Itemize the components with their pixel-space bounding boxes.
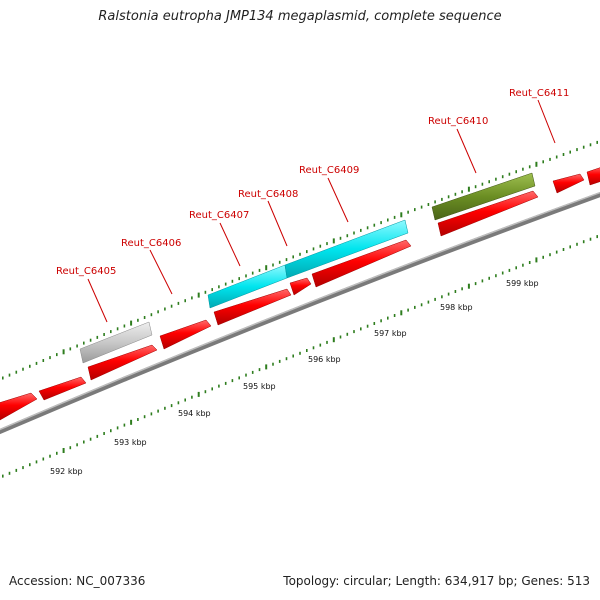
leader-line	[149, 249, 173, 295]
lower-tick-track	[1, 235, 599, 478]
scale-label-599: 599 kbp	[506, 279, 539, 288]
leader-line	[537, 99, 556, 144]
leader-line	[327, 177, 349, 223]
leader-line	[456, 128, 477, 174]
feature-bar-olive[interactable]	[431, 172, 536, 221]
cds-track	[0, 166, 600, 421]
feature-bar-gray[interactable]	[79, 321, 153, 364]
cds-arrow[interactable]	[289, 277, 312, 296]
cds-arrow[interactable]	[87, 344, 158, 381]
gene-label-c6405[interactable]: Reut_C6405	[56, 266, 116, 277]
feature-track	[79, 172, 536, 364]
gene-label-c6409[interactable]: Reut_C6409	[299, 165, 359, 176]
scale-label-598: 598 kbp	[440, 303, 473, 312]
scale-label-594: 594 kbp	[178, 409, 211, 418]
scale-label-595: 595 kbp	[243, 382, 276, 391]
gene-label-c6411[interactable]: Reut_C6411	[509, 88, 569, 99]
cds-arrow[interactable]	[159, 319, 212, 350]
upper-tick-track	[1, 140, 599, 380]
scale-label-597: 597 kbp	[374, 329, 407, 338]
gene-label-c6407[interactable]: Reut_C6407	[189, 210, 249, 221]
cds-arrow[interactable]	[437, 190, 539, 237]
gene-label-c6406[interactable]: Reut_C6406	[121, 238, 181, 249]
cds-arrow[interactable]	[552, 173, 585, 194]
accession-text: Accession: NC_007336	[9, 574, 146, 588]
cds-arrow[interactable]	[311, 239, 412, 288]
label-leaders	[87, 99, 556, 323]
leader-line	[87, 278, 108, 323]
gene-label-c6410[interactable]: Reut_C6410	[428, 116, 488, 127]
cds-arrow[interactable]	[213, 288, 292, 326]
gene-label-c6408[interactable]: Reut_C6408	[238, 189, 298, 200]
scale-label-596: 596 kbp	[308, 355, 341, 364]
cds-arrow[interactable]	[0, 392, 38, 421]
leader-line	[267, 200, 288, 247]
cds-arrow[interactable]	[586, 166, 600, 186]
backbone-highlight	[0, 191, 600, 431]
map-title: Ralstonia eutropha JMP134 megaplasmid, c…	[98, 9, 502, 24]
scale-label-592: 592 kbp	[50, 467, 83, 476]
backbone-line	[0, 191, 600, 435]
feature-bar-cyan[interactable]	[284, 219, 409, 279]
cds-arrow[interactable]	[38, 376, 87, 401]
scale-label-593: 593 kbp	[114, 438, 147, 447]
leader-line	[219, 222, 241, 267]
topology-text: Topology: circular; Length: 634,917 bp; …	[283, 574, 590, 588]
